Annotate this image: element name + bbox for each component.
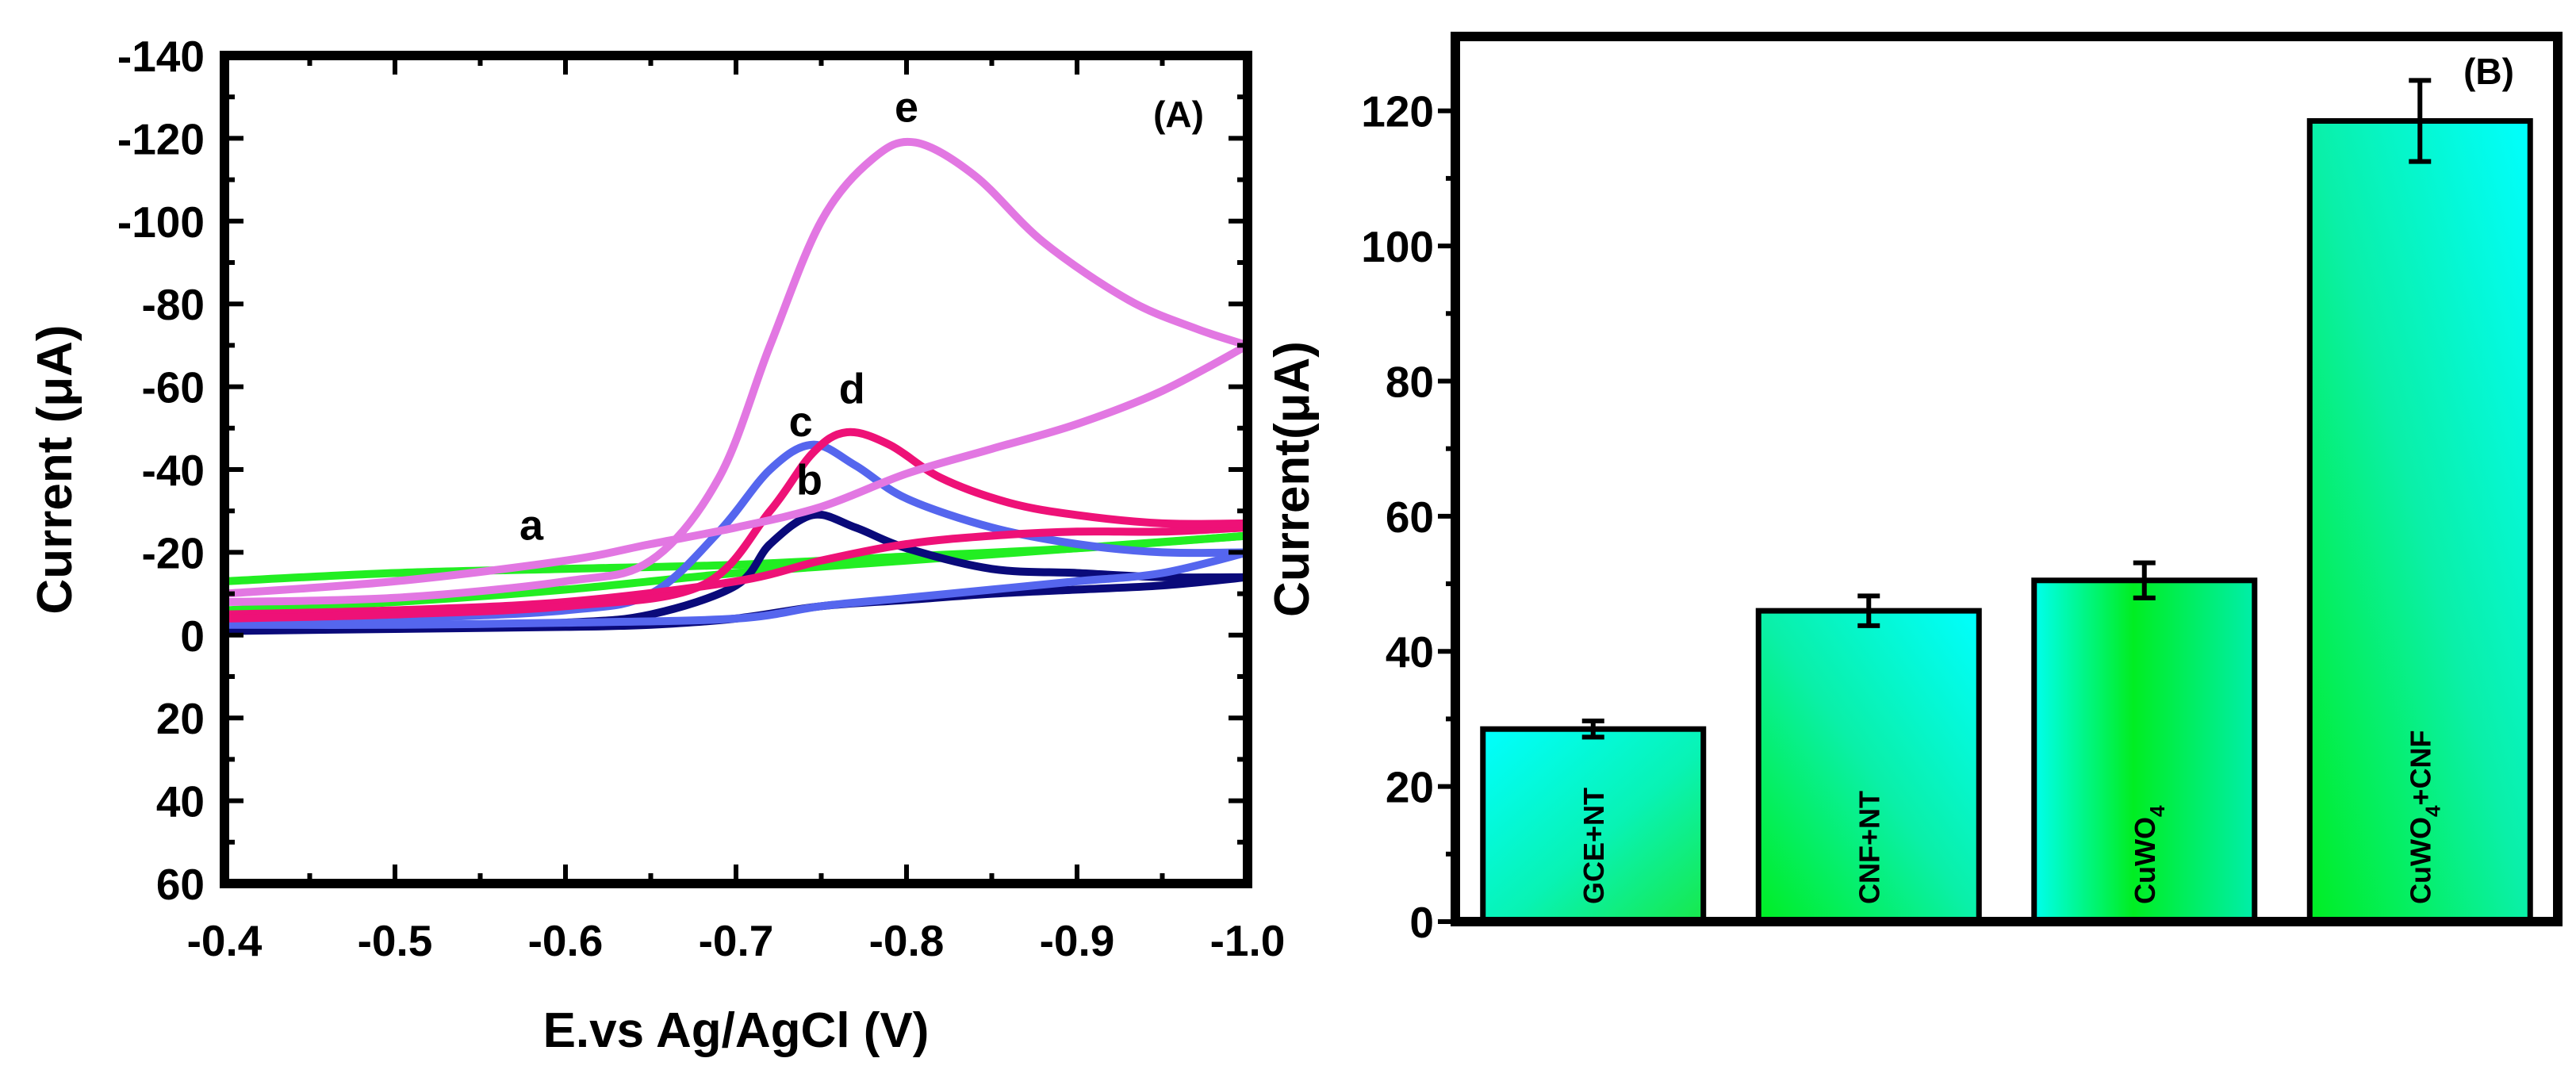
curve-label-c: c	[789, 398, 813, 446]
y-tick-label: 60	[156, 860, 205, 909]
y-tick-label: -140	[117, 32, 205, 81]
y-tick-label: 60	[1386, 493, 1434, 542]
panel-b-bars: GCE+NT CNF+NT CuWO4 CuWO4+CNF	[1480, 78, 2533, 925]
y-tick-label: -60	[142, 363, 205, 412]
y-tick-label: 40	[1386, 627, 1434, 677]
curve-d-reverse	[220, 523, 1252, 619]
curve-label-b: b	[796, 456, 822, 504]
panel-a-y-axis: -140 -120 -100 -80 -60 -40 -20 0 20 40 60	[117, 32, 1248, 909]
x-tick-label: -0.4	[187, 916, 263, 965]
bar-label-CuWO4+CNF: CuWO4+CNF	[2404, 730, 2444, 904]
y-tick-label: 0	[180, 612, 205, 661]
curve-label-d: d	[839, 365, 865, 412]
bar-CNF+NT	[1755, 608, 1982, 925]
panel-b-frame	[1451, 32, 2563, 926]
bar-CuWO4+CNF	[2306, 117, 2533, 925]
curve-c-reverse	[220, 548, 1252, 629]
y-tick-label: -20	[142, 528, 205, 577]
y-tick-label: 120	[1361, 87, 1434, 136]
panel-a-x-title: E.vs Ag/AgCl (V)	[543, 1003, 930, 1058]
panel-a-y-title: Current (μA)	[28, 324, 82, 614]
y-tick-label: -40	[142, 446, 205, 495]
x-tick-label: -0.6	[528, 916, 604, 965]
y-tick-label: 20	[156, 694, 205, 743]
panel-b: GCE+NT CNF+NT CuWO4 CuWO4+CNF 0 20 40 60 80 100 1…	[1265, 32, 2563, 947]
y-tick-label: 20	[1386, 763, 1434, 812]
panel-a-x-axis: -0.4 -0.5 -0.6 -0.7 -0.8 -0.9 -1.0	[187, 56, 1286, 965]
x-tick-label: -0.5	[358, 916, 433, 965]
panel-b-label: (B)	[2463, 51, 2514, 92]
panel-a-curves	[220, 137, 1252, 635]
curve-d-forward	[220, 427, 1252, 623]
bar-label-CNF+NT: CNF+NT	[1853, 791, 1885, 904]
y-tick-label: -80	[142, 280, 205, 329]
panel-a: -0.4 -0.5 -0.6 -0.7 -0.8 -0.9 -1.0 -140 -120 -10…	[28, 32, 1285, 1058]
curve-label-e: e	[895, 84, 918, 132]
x-tick-label: -0.7	[699, 916, 774, 965]
y-tick-label: 100	[1361, 222, 1434, 271]
curve-e-reverse	[220, 341, 1252, 598]
panel-a-label: (A)	[1153, 94, 1204, 135]
x-tick-label: -0.8	[869, 916, 945, 965]
curve-c-forward	[220, 440, 1252, 627]
y-tick-label: -100	[117, 197, 205, 247]
curve-label-a: a	[519, 502, 544, 550]
y-tick-label: 40	[156, 777, 205, 826]
y-tick-label: 80	[1386, 357, 1434, 406]
curve-e-forward	[220, 137, 1252, 606]
bar-label-GCE+NT: GCE+NT	[1577, 788, 1610, 904]
y-tick-label: -120	[117, 114, 205, 163]
bar-label-CuWO4: CuWO4	[2129, 805, 2169, 904]
bar-GCE+NT	[1480, 726, 1707, 925]
x-tick-label: -1.0	[1210, 916, 1286, 965]
panel-b-y-axis: 0 20 40 60 80 100 120	[1361, 87, 1455, 947]
curve-a-forward	[220, 531, 1252, 585]
panel-b-y-title: Current(μA)	[1265, 341, 1320, 617]
panel-a-curve-labels: a bcd e	[519, 84, 918, 550]
panel-a-frame	[220, 51, 1252, 888]
x-tick-label: -0.9	[1040, 916, 1115, 965]
y-tick-label: 0	[1409, 898, 1434, 947]
